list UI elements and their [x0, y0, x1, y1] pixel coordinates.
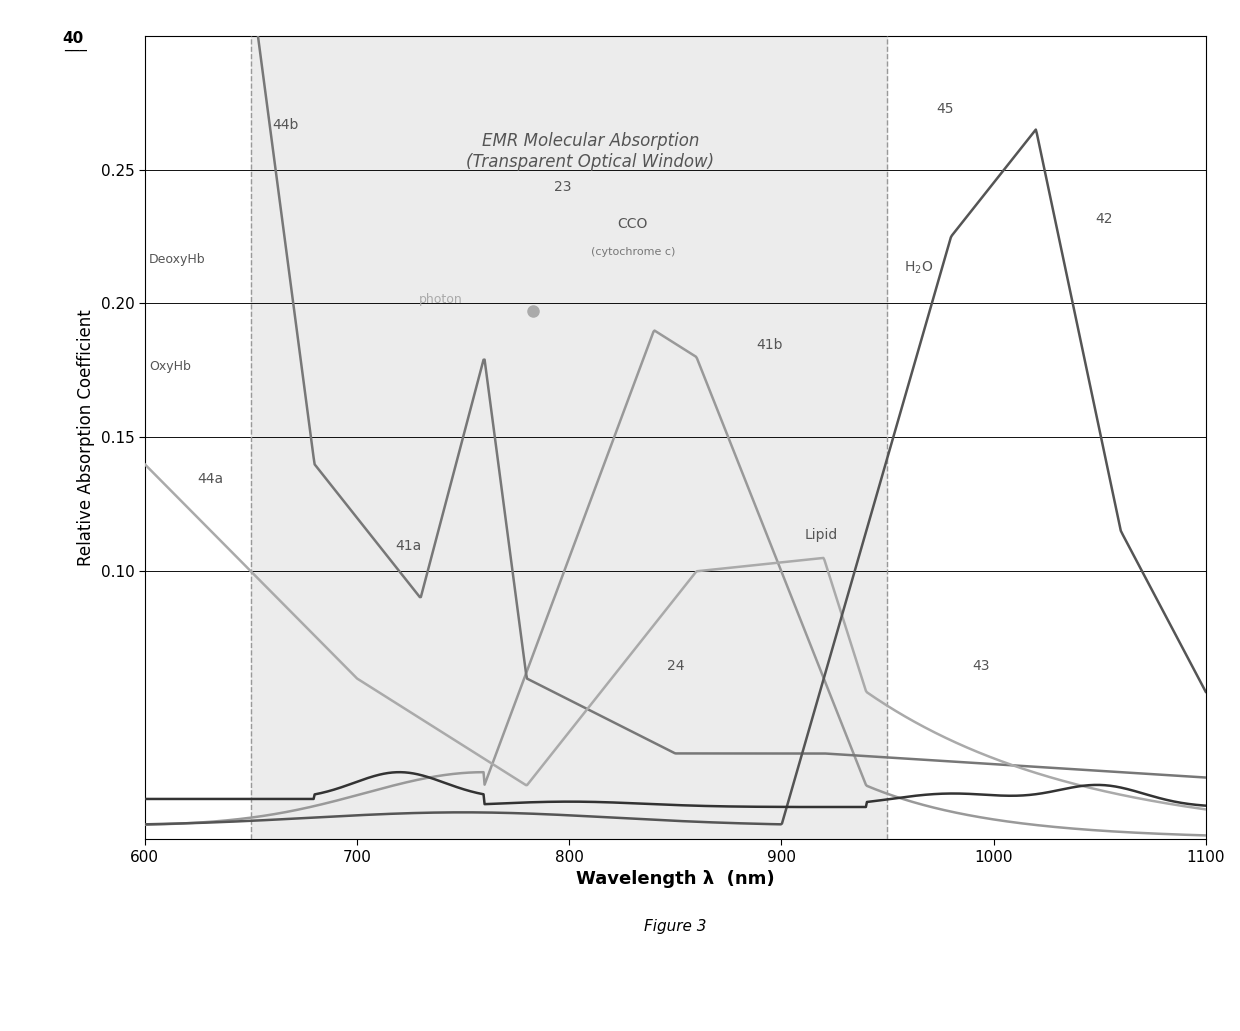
Text: 41a: 41a [396, 539, 422, 553]
Text: photon: photon [419, 294, 463, 306]
Text: 45: 45 [936, 102, 954, 117]
Text: 44b: 44b [272, 119, 299, 132]
Text: 40: 40 [62, 31, 83, 46]
Text: Lipid: Lipid [805, 528, 838, 542]
Text: 43: 43 [972, 660, 990, 673]
Text: H$_2$O: H$_2$O [904, 260, 934, 275]
Bar [250, 36, 888, 839]
Text: EMR Molecular Absorption
(Transparent Optical Window): EMR Molecular Absorption (Transparent Op… [466, 132, 714, 171]
Text: 42: 42 [1095, 212, 1114, 226]
Text: OxyHb: OxyHb [149, 361, 191, 373]
Text: 41b: 41b [756, 338, 782, 352]
Text: 23: 23 [554, 180, 572, 194]
Text: 44a: 44a [197, 472, 224, 486]
Text: 24: 24 [667, 660, 684, 673]
X-axis label: Wavelength λ  (nm): Wavelength λ (nm) [575, 870, 775, 888]
Y-axis label: Relative Absorption Coefficient: Relative Absorption Coefficient [77, 309, 95, 566]
Text: Figure 3: Figure 3 [644, 920, 707, 934]
Text: (cytochrome c): (cytochrome c) [590, 247, 675, 258]
Text: ___: ___ [64, 36, 87, 52]
Text: CCO: CCO [618, 218, 649, 232]
Text: DeoxyHb: DeoxyHb [149, 254, 206, 266]
